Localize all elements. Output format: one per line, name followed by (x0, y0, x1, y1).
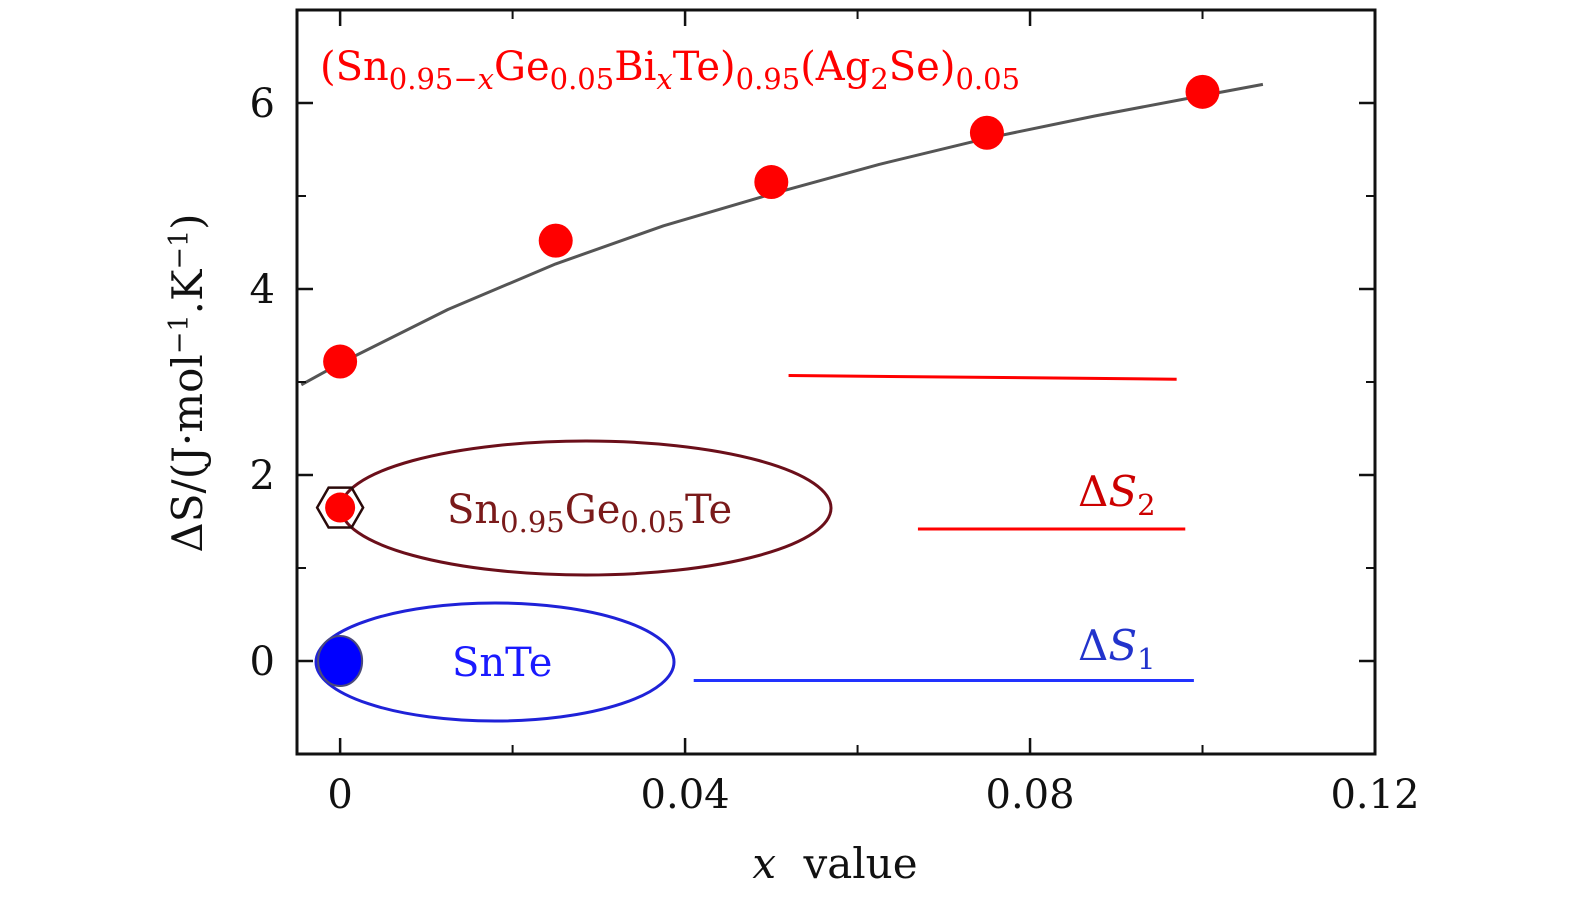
level-line-1 (788, 373, 1177, 381)
x-tick-label-2: 0.04 (641, 772, 730, 818)
sample2-label-part-4: Te (685, 487, 732, 533)
delta-s2-label: ΔS2 (1078, 467, 1156, 522)
formula-label-part-5: Bi (614, 44, 656, 90)
sample2-label-part-3: 0.05 (620, 505, 685, 539)
formula-label-part-6: x (656, 62, 672, 96)
data-point-1 (323, 344, 358, 379)
x-tick-label-3: 0.08 (986, 772, 1075, 818)
delta-s1-label-sub: 1 (1137, 642, 1155, 676)
data-point-3 (754, 165, 789, 200)
formula-label-part-10: 2 (870, 62, 888, 96)
y-axis-label-sup2: −1 (164, 230, 195, 270)
formula-label-part-7: Te) (673, 44, 736, 90)
y-axis-label-close: ) (163, 213, 212, 229)
y-tick-label-4: 6 (250, 81, 275, 127)
sample2-label-part-1: 0.95 (500, 505, 565, 539)
formula-label-part-11: Se) (889, 44, 956, 90)
delta-s1-label-var: S (1108, 621, 1137, 670)
formula-label-part-8: 0.95 (736, 62, 801, 96)
plot-area: (Sn0.95−xGe0.05BixTe)0.95(Ag2Se)0.05Sn0.… (300, 44, 1264, 723)
formula-label-part-9: (Ag (800, 44, 870, 90)
y-axis-label-mid: .K (163, 268, 212, 314)
reference-point-sample2 (325, 492, 356, 523)
y-tick-label-2: 2 (250, 453, 275, 499)
y-tick-label-1: 0 (250, 639, 275, 685)
ellipse-sample1 (314, 601, 676, 723)
formula-label-part-1: 0.95− (389, 62, 478, 96)
x-axis-label: x value (752, 839, 917, 888)
delta-s2-label-var: S (1108, 467, 1137, 516)
formula-label-part-3: Ge (494, 44, 550, 90)
y-axis-label-main: ΔS/(J·mol (163, 354, 212, 552)
formula-label-part-4: 0.05 (550, 62, 615, 96)
y-tick-label-3: 4 (250, 267, 275, 313)
data-point-2 (538, 223, 573, 258)
y-axis-label-sup1: −1 (164, 314, 195, 354)
sample2-label-part-0: Sn (447, 487, 500, 533)
x-tick-label-4: 0.12 (1330, 772, 1419, 818)
delta-s1-label: ΔS1 (1078, 621, 1156, 676)
formula-label-part-12: 0.05 (955, 62, 1020, 96)
axes: 0 0.04 0.08 0.12 0 2 4 6 (250, 8, 1420, 818)
y-axis-label: ΔS/(J·mol−1.K−1) (163, 213, 212, 552)
delta-s1-label-delta: Δ (1078, 621, 1108, 670)
delta-s2-label-sub: 2 (1137, 488, 1155, 522)
reference-point-sample1 (317, 635, 364, 687)
sample2-label: Sn0.95Ge0.05Te (447, 487, 732, 539)
formula-label-part-2: x (478, 62, 494, 96)
data-point-4 (969, 115, 1004, 150)
formula-label-part-0: (Sn (320, 44, 389, 90)
delta-s2-label-delta: Δ (1078, 467, 1108, 516)
x-axis-label-rest: value (802, 839, 917, 888)
data-point-5 (1185, 74, 1220, 109)
reference-point-hexagon (315, 486, 365, 529)
sample2-label-part-2: Ge (565, 487, 621, 533)
x-axis-label-var: x (752, 839, 776, 888)
formula-label: (Sn0.95−xGe0.05BixTe)0.95(Ag2Se)0.05 (320, 44, 1020, 96)
sample1-label: SnTe (452, 640, 552, 686)
x-tick-label-1: 0 (327, 772, 352, 818)
